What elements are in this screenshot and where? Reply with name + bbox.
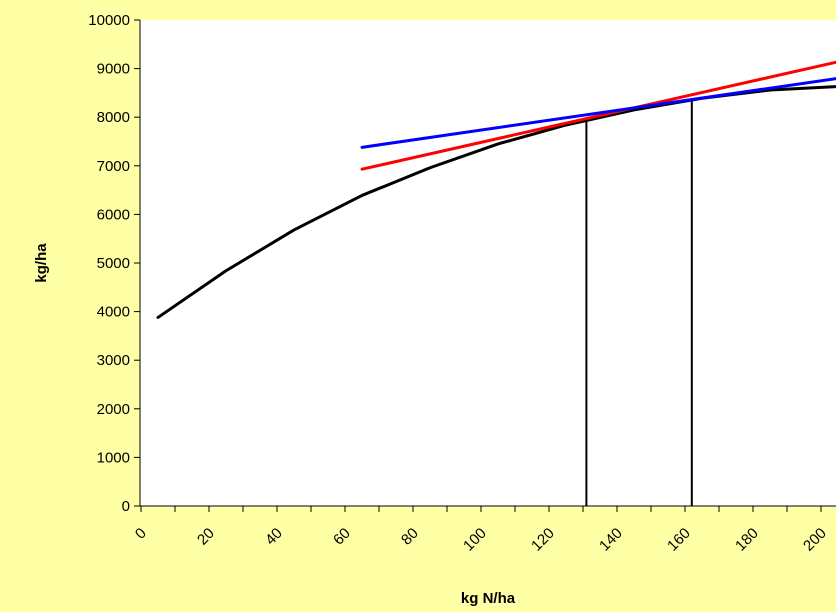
y-tick-label-8000: 8000 — [97, 109, 130, 126]
x-axis-title: kg N/ha — [461, 590, 516, 607]
x-tick-label-180: 180 — [732, 525, 762, 555]
x-tick-label-80: 80 — [398, 525, 422, 549]
series-line-3 — [360, 77, 836, 149]
y-tick-label-2000: 2000 — [97, 401, 130, 418]
y-axis-title: kg/ha — [33, 243, 50, 283]
x-tick-label-40: 40 — [262, 525, 286, 549]
y-tick-label-3000: 3000 — [97, 352, 130, 369]
x-tick-label-140: 140 — [596, 525, 626, 555]
x-tick-label-200: 200 — [800, 525, 830, 555]
x-tick-label-20: 20 — [194, 525, 218, 549]
y-tick-label-7000: 7000 — [97, 158, 130, 175]
x-tick-label-160: 160 — [664, 525, 694, 555]
x-tick-label-100: 100 — [460, 525, 490, 555]
x-tick-label-0: 0 — [132, 525, 150, 543]
y-tick-label-6000: 6000 — [97, 206, 130, 223]
y-tick-label-5000: 5000 — [97, 255, 130, 272]
y-tick-label-0: 0 — [122, 498, 130, 515]
y-tick-label-1000: 1000 — [97, 449, 130, 466]
series-line-2 — [360, 60, 836, 171]
x-tick-label-120: 120 — [528, 525, 558, 555]
y-tick-label-4000: 4000 — [97, 304, 130, 321]
y-tick-label-9000: 9000 — [97, 61, 130, 78]
x-tick-label-60: 60 — [330, 525, 354, 549]
y-tick-label-10000: 10000 — [88, 12, 130, 29]
plot-area — [140, 20, 836, 506]
